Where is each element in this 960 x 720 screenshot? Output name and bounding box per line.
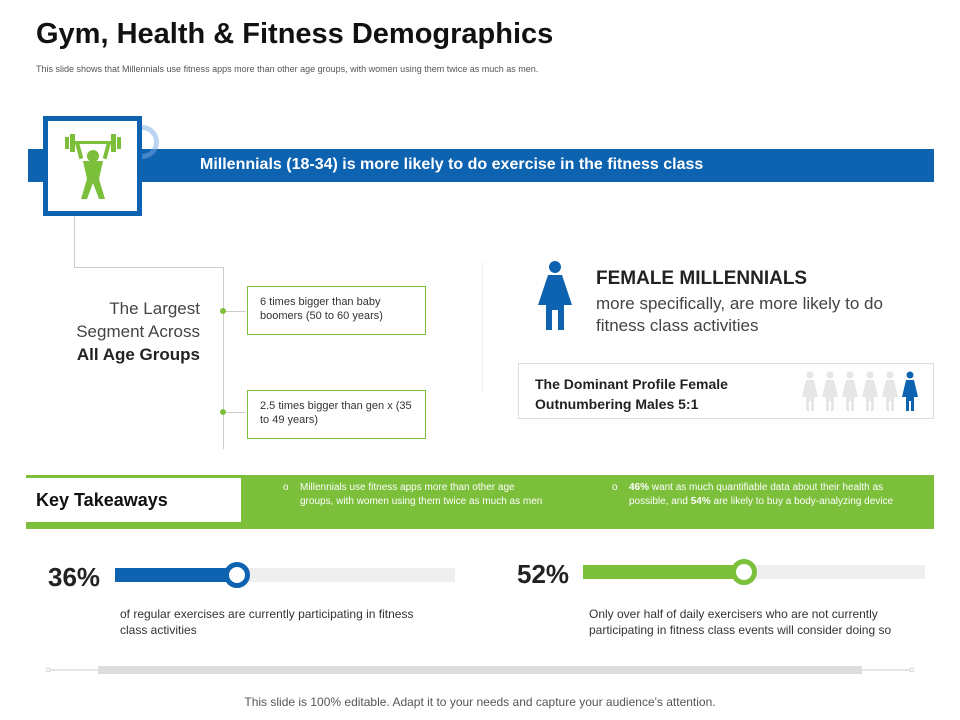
- female-ratio-icons: [802, 371, 918, 411]
- connector-dot: [220, 308, 226, 314]
- female-icon: [882, 371, 898, 411]
- bullet: o: [612, 482, 618, 493]
- segment-label: The Largest Segment Across All Age Group…: [40, 297, 200, 366]
- female-icon: [538, 261, 572, 330]
- fact-box: 6 times bigger than baby boomers (50 to …: [247, 286, 426, 335]
- segment-line-bold: All Age Groups: [76, 345, 200, 364]
- female-icon: [842, 371, 858, 411]
- progress-knob: [224, 562, 251, 588]
- takeaway-stat: 54%: [690, 496, 711, 507]
- segment-line: The Largest: [109, 299, 200, 318]
- female-icon: [862, 371, 878, 411]
- connector-dot: [220, 409, 226, 415]
- footer-text: This slide is 100% editable. Adapt it to…: [244, 695, 716, 709]
- bullet: o: [283, 482, 289, 493]
- female-text: more specifically, are more likely to do…: [596, 294, 883, 335]
- progress-bar: [115, 562, 455, 588]
- stat-percent: 52%: [517, 559, 570, 589]
- takeaway-text: want as much quantifiable data about the…: [629, 482, 884, 507]
- progress-fill: [583, 565, 744, 579]
- takeaway-item: o 46% want as much quantifiable data abo…: [612, 481, 899, 509]
- banner-text: Millennials (18-34) is more likely to do…: [200, 156, 704, 173]
- takeaway-item: o Millennials use fitness apps more than…: [283, 481, 545, 509]
- progress-bar: [583, 559, 925, 585]
- divider: [46, 666, 914, 674]
- takeaway-text: Millennials use fitness apps more than o…: [300, 482, 543, 507]
- banner: [28, 149, 934, 182]
- takeaway-stat: 46%: [629, 482, 650, 493]
- stat-description: of regular exercises are currently parti…: [120, 607, 414, 637]
- female-title: FEMALE MILLENNIALS: [596, 268, 808, 289]
- progress-knob: [730, 559, 757, 585]
- page-subtitle: This slide shows that Millennials use fi…: [36, 64, 539, 74]
- page-title: Gym, Health & Fitness Demographics: [36, 18, 554, 50]
- dominant-line: Outnumbering Males 5:1: [535, 396, 699, 412]
- dominant-profile-box: [518, 363, 934, 419]
- female-icon: [822, 371, 838, 411]
- progress-fill: [115, 568, 238, 582]
- dominant-line: The Dominant Profile Female: [535, 376, 728, 392]
- female-icon-highlighted: [902, 371, 918, 411]
- fact-box: 2.5 times bigger than gen x (35 to 49 ye…: [247, 390, 426, 439]
- stat-percent: 36%: [48, 562, 101, 592]
- takeaway-text: are likely to buy a body-analyzing devic…: [710, 496, 894, 507]
- key-takeaways-label: Key Takeaways: [26, 478, 241, 522]
- weightlifter-icon: [64, 134, 121, 199]
- stat-description: Only over half of daily exercisers who a…: [589, 607, 892, 637]
- female-icon: [802, 371, 818, 411]
- weightlifter-icon-box: [43, 116, 142, 216]
- segment-line: Segment Across: [76, 322, 200, 341]
- dominant-profile-text: The Dominant Profile Female Outnumbering…: [535, 374, 728, 414]
